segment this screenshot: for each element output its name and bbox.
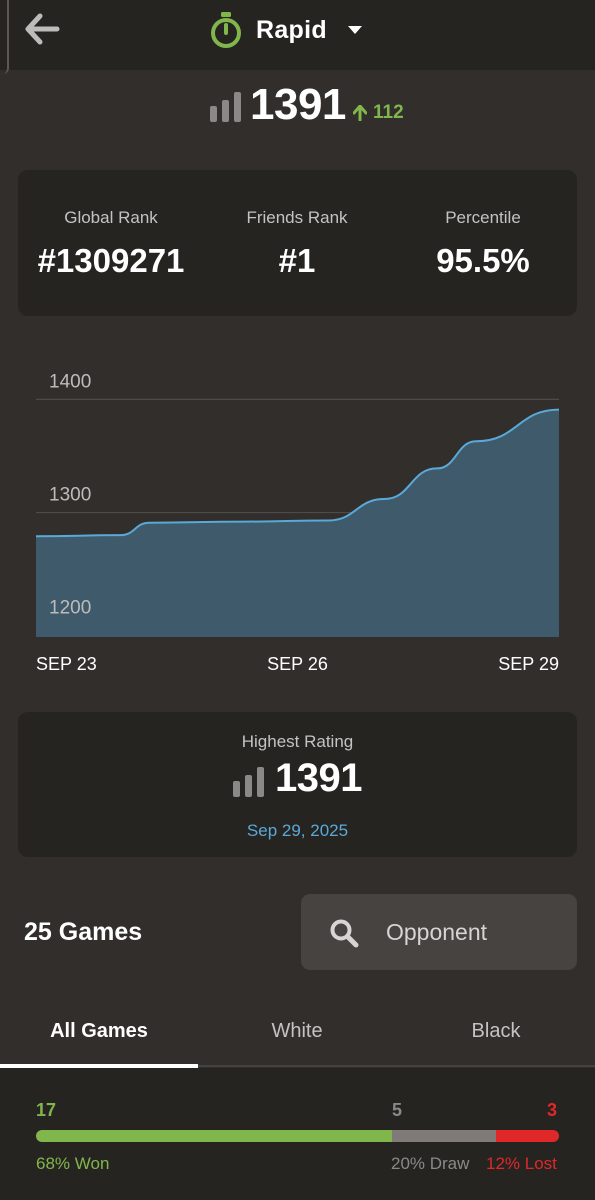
highest-rating-value: 1391 — [275, 756, 362, 800]
highest-rating-card: Highest Rating 1391 Sep 29, 2025 — [18, 712, 577, 857]
x-tick-label-1: SEP 26 — [267, 654, 328, 674]
search-icon — [330, 919, 359, 948]
highest-rating-row: 1391 — [18, 756, 577, 801]
friends-rank-label: Friends Rank — [246, 208, 348, 227]
global-rank-value: #1309271 — [37, 242, 185, 279]
lost-segment — [496, 1130, 559, 1142]
tab-black[interactable]: Black — [397, 1000, 595, 1066]
won-count: 17 — [36, 1100, 57, 1120]
rating-value: 1391 — [250, 80, 346, 129]
tab-all-games[interactable]: All Games — [0, 1000, 198, 1068]
results-bar — [36, 1130, 559, 1142]
highest-rating-label: Highest Rating — [241, 732, 354, 751]
rating-chart-svg: 1200 1300 1400 SEP 23 SEP 26 SEP 29 — [35, 371, 560, 674]
stopwatch-icon — [211, 12, 241, 48]
results-breakdown: 17 5 3 68% Won 20% Draw 12% Lost — [0, 1068, 595, 1200]
caret-down-icon — [347, 26, 362, 34]
rating-history-chart[interactable]: 1200 1300 1400 SEP 23 SEP 26 SEP 29 — [0, 340, 595, 690]
x-tick-label-2: SEP 29 — [498, 654, 559, 674]
draw-segment — [391, 1130, 497, 1142]
won-percent: 68% Won — [36, 1154, 110, 1173]
friends-rank-value: #1 — [278, 242, 316, 279]
current-rating: 1391 112 — [0, 78, 595, 136]
rating-area — [36, 409, 559, 637]
tab-all-games-label: All Games — [50, 1020, 148, 1042]
top-app-bar: Rapid — [0, 0, 595, 74]
time-control-selector[interactable]: Rapid — [208, 8, 363, 52]
won-segment — [36, 1130, 392, 1142]
rating-bars-icon — [210, 92, 241, 122]
percentile-value: 95.5% — [436, 242, 530, 279]
opponent-search-button[interactable]: Opponent — [301, 894, 577, 970]
highest-rating-date[interactable]: Sep 29, 2025 — [246, 821, 349, 840]
x-tick-label-0: SEP 23 — [36, 654, 97, 674]
rating-change-value: 112 — [373, 102, 404, 123]
page-title: Rapid — [256, 15, 327, 44]
rating-line — [35, 408, 560, 538]
arrow-up-icon — [353, 105, 367, 121]
lost-count: 3 — [547, 1100, 558, 1120]
lost-percent: 12% Lost — [486, 1154, 557, 1173]
rating-bars-icon — [233, 766, 264, 797]
back-button[interactable] — [20, 8, 64, 50]
edge-indicator — [0, 0, 9, 74]
arrow-left-icon — [25, 13, 60, 45]
rating-change: 112 — [353, 102, 404, 124]
tab-black-label: Black — [471, 1020, 521, 1042]
y-tick-label-1300: 1300 — [49, 485, 91, 506]
tab-white[interactable]: White — [198, 1000, 396, 1066]
tab-white-label: White — [271, 1020, 323, 1042]
y-tick-label-1400: 1400 — [49, 371, 91, 392]
draw-count: 5 — [392, 1100, 403, 1120]
global-rank-label: Global Rank — [64, 208, 158, 227]
rank-card: Global Rank #1309271 Friends Rank #1 Per… — [18, 170, 577, 316]
draw-percent: 20% Draw — [391, 1154, 470, 1173]
active-tab-indicator — [0, 1064, 198, 1068]
game-color-tabs: All Games White Black — [0, 1000, 595, 1068]
games-count: 25 Games — [24, 918, 143, 946]
opponent-label: Opponent — [386, 919, 488, 945]
y-tick-label-1200: 1200 — [49, 598, 91, 619]
percentile-label: Percentile — [445, 208, 521, 227]
